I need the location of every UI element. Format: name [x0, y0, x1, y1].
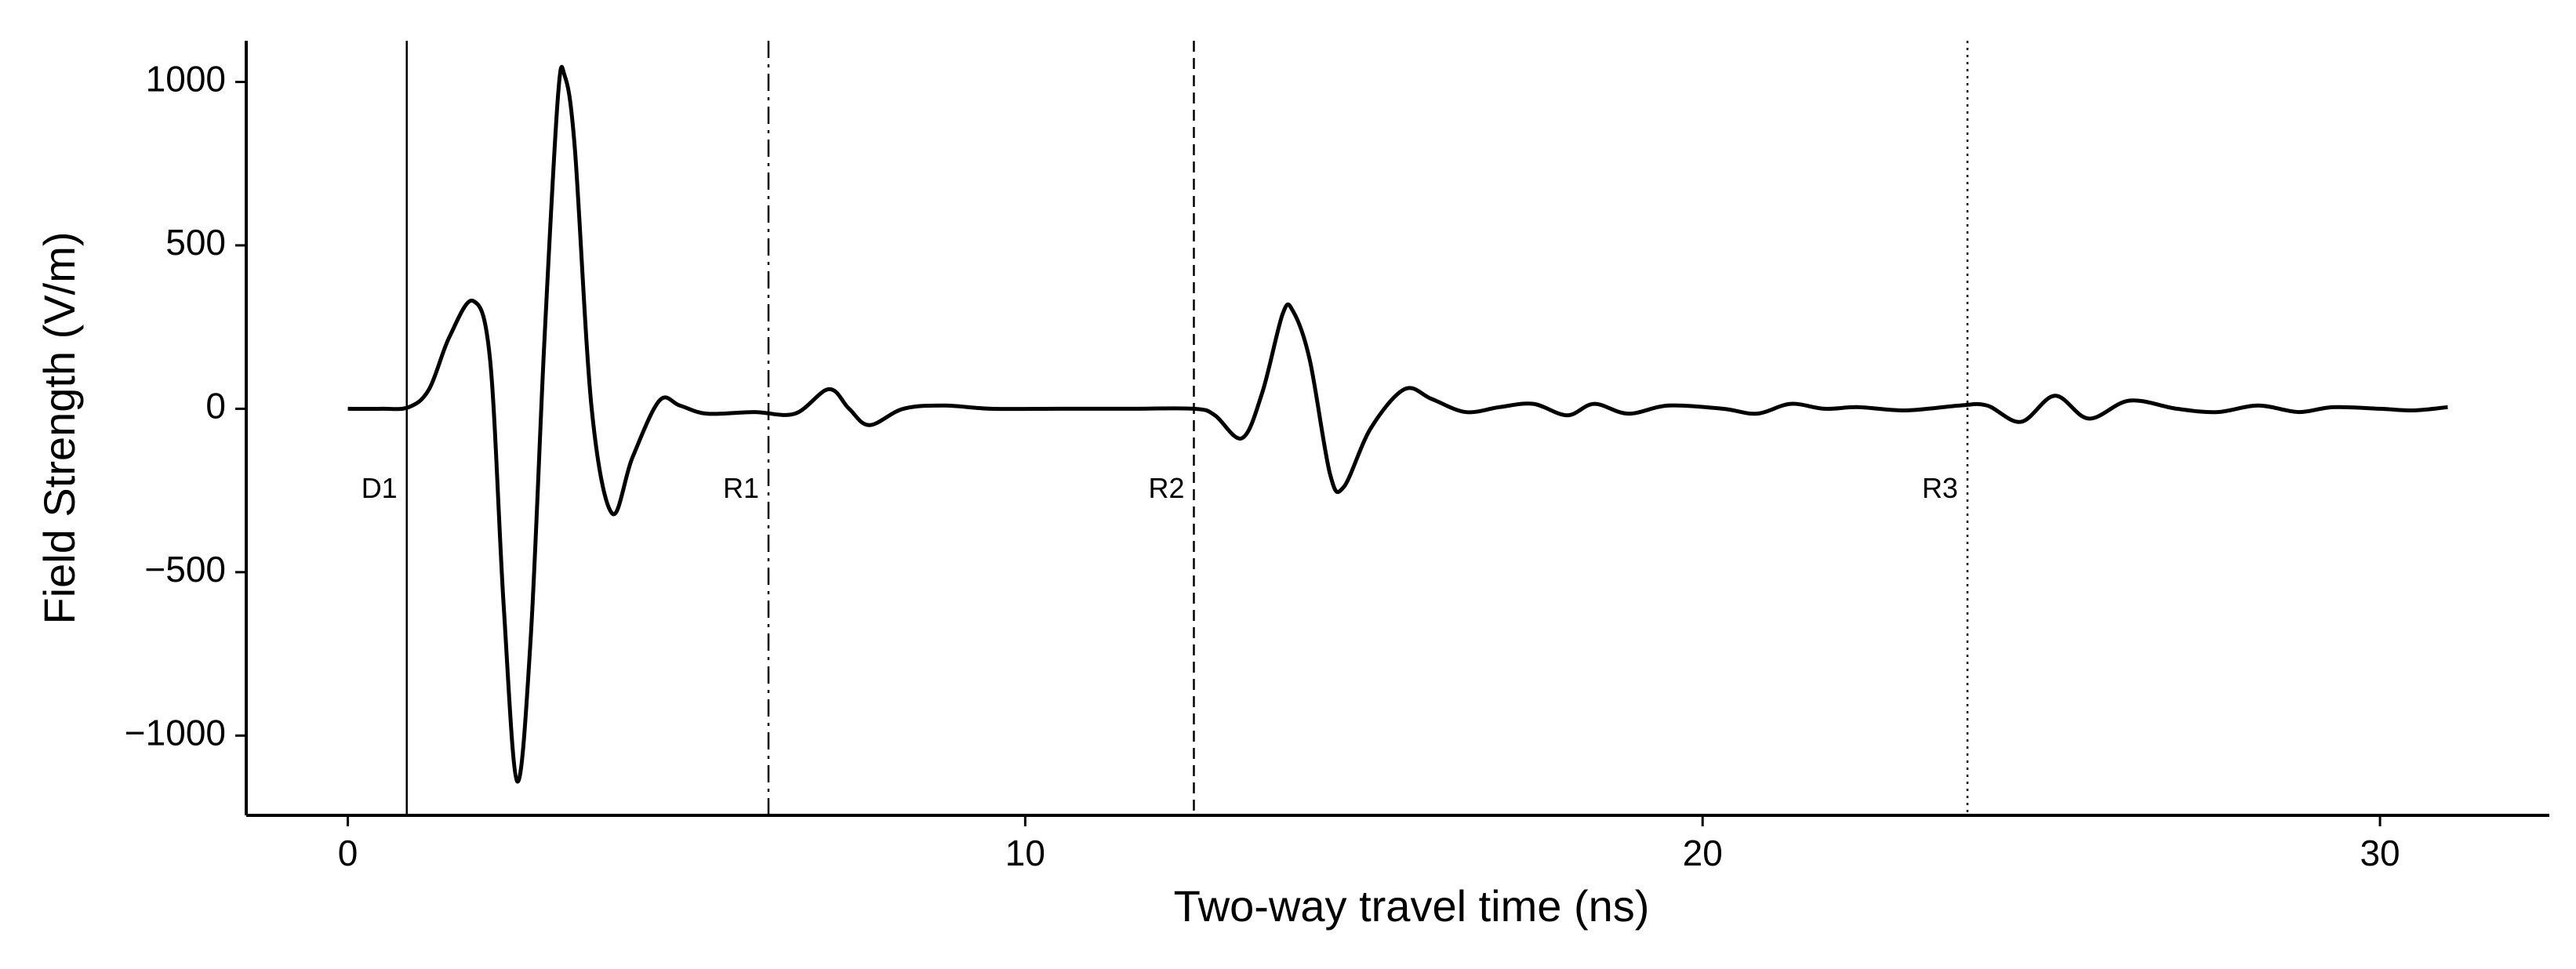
y-tick-label: −500 [144, 549, 226, 590]
marker-label: R2 [1148, 472, 1184, 504]
waveform-line [347, 65, 2448, 784]
y-tick-label: 1000 [146, 59, 226, 100]
marker-label: R1 [723, 472, 759, 504]
y-axis-title: Field Strength (V/m) [35, 231, 84, 624]
x-axis-title: Two-way travel time (ns) [1174, 881, 1650, 931]
y-tick-label: 0 [205, 386, 226, 426]
y-tick-label: 500 [165, 222, 226, 263]
x-tick-label: 30 [2360, 833, 2400, 873]
x-tick-label: 10 [1005, 833, 1045, 873]
marker-label: R3 [1922, 472, 1958, 504]
marker-label: D1 [362, 472, 398, 504]
x-tick-label: 20 [1683, 833, 1723, 873]
y-tick-label: −1000 [125, 712, 226, 753]
x-tick-label: 0 [338, 833, 358, 873]
